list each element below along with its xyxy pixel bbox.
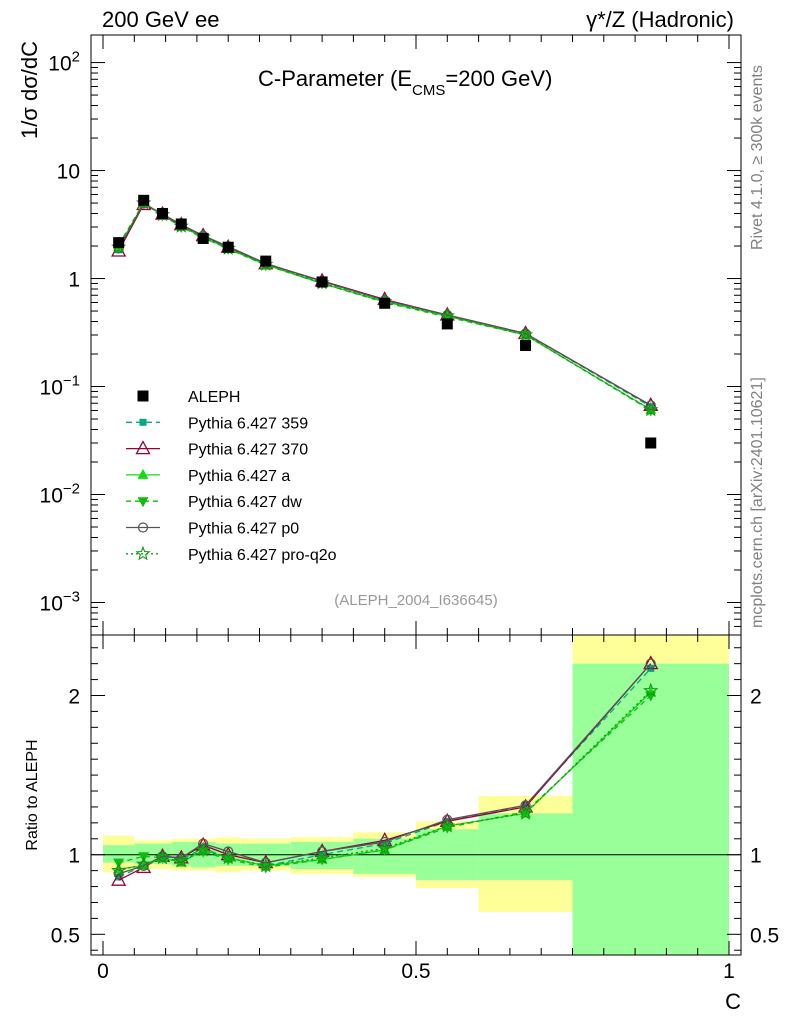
ratio-plot-panel: 0.5 0.5 1 1 2 2 0 0.5 1 Ratio to ALEPH C <box>24 634 779 1014</box>
x-tick-label: 0.5 <box>401 960 430 983</box>
legend-label-0: ALEPH <box>188 389 240 406</box>
main-series-line-3 <box>118 201 652 412</box>
chart-title: C-Parameter (ECMS=200 GeV) <box>258 66 552 99</box>
main-y-tick-label: 10−2 <box>40 481 80 508</box>
process-label: γ*/Z (Hadronic) <box>586 7 734 32</box>
legend-label-1: Pythia 6.427 359 <box>188 415 308 432</box>
main-series-point-5 <box>643 401 659 417</box>
ratio-series-point-5 <box>517 805 534 820</box>
main-y-tick-label: 1 <box>68 269 80 292</box>
ratio-series-point-0 <box>115 873 123 881</box>
main-y-tick-label: 10 <box>57 161 80 184</box>
ratio-series-point-1 <box>111 871 127 886</box>
ratio-series-point-5 <box>111 862 127 878</box>
main-y-tick-label: 10−3 <box>40 588 80 615</box>
ratio-series-point-5 <box>173 853 189 868</box>
ratio-series-point-5 <box>314 849 330 865</box>
legend-marker-3 <box>137 468 149 479</box>
ratio-y-tick-label-left: 1 <box>68 845 80 868</box>
ratio-series-point-4 <box>442 814 453 825</box>
legend-marker-0 <box>137 390 149 402</box>
aleph-data-point <box>379 297 391 309</box>
ratio-uncertainty-band-inner <box>103 845 135 863</box>
ratio-y-tick-label-right: 0.5 <box>750 924 779 947</box>
ratio-series-point-4 <box>520 800 531 811</box>
ratio-y-tick-label-right: 2 <box>750 685 762 708</box>
mcplots-reference-label: mcplots.cern.ch [arXiv:2401.10621] <box>749 377 766 628</box>
legend-label-3: Pythia 6.427 a <box>188 468 290 485</box>
main-plot-panel: 10−3 10−2 10−1 1 10 102 1/σ dσ/dC C-Parameter… <box>17 34 742 636</box>
ratio-series-point-4 <box>317 846 328 857</box>
ratio-y-tick-label-left: 2 <box>68 685 80 708</box>
x-axis-label: C <box>725 989 741 1014</box>
aleph-data-point <box>156 208 168 220</box>
aleph-data-point <box>222 241 234 253</box>
ratio-y-tick-label-left: 0.5 <box>51 924 80 947</box>
legend-marker-5 <box>137 522 149 533</box>
main-y-tick-label: 102 <box>48 49 80 76</box>
ratio-series-point-4 <box>198 838 209 849</box>
ratio-series-line-3 <box>118 695 652 869</box>
ratio-uncertainty-band-inner <box>478 813 573 881</box>
ratio-series-point-5 <box>136 856 152 871</box>
aleph-data-point <box>260 255 272 267</box>
ratio-series-point-5 <box>439 817 455 833</box>
x-tick-label: 1 <box>723 960 735 983</box>
aleph-data-point <box>520 339 532 351</box>
rivet-version-label: Rivet 4.1.0, ≥ 300k events <box>749 65 766 250</box>
ratio-series-point-5 <box>258 857 274 873</box>
ratio-series-point-5 <box>643 682 659 698</box>
legend-label-4: Pythia 6.427 dw <box>188 494 302 511</box>
legend-marker-4 <box>137 497 149 508</box>
ratio-series-point-0 <box>381 840 389 848</box>
aleph-data-point <box>138 194 150 206</box>
ratio-series-point-5 <box>220 849 236 865</box>
aleph-data-point <box>197 232 209 244</box>
legend-label-5: Pythia 6.427 p0 <box>188 521 299 538</box>
aleph-data-point <box>645 437 657 449</box>
ratio-series-point-5 <box>377 840 393 855</box>
legend: ALEPH Pythia 6.427 359 Pythia 6.427 370 Pyt… <box>126 389 337 564</box>
main-y-tick-label: 10−1 <box>40 373 80 400</box>
aleph-data-point <box>175 218 187 230</box>
ratio-y-axis-label: Ratio to ALEPH <box>24 739 41 850</box>
ratio-series-point-4 <box>223 846 234 857</box>
aleph-data-point <box>113 237 125 249</box>
ratio-uncertainty-band-inner <box>572 663 729 955</box>
aleph-data-point <box>316 276 328 288</box>
ratio-series-point-5 <box>195 841 211 857</box>
ratio-series-point-5 <box>154 849 171 865</box>
legend-label-6: Pythia 6.427 pro-q2o <box>188 547 337 564</box>
legend-marker-1 <box>139 418 147 426</box>
legend-marker-2 <box>135 440 151 455</box>
main-plot-frame <box>90 34 742 636</box>
ratio-series-point-4 <box>113 868 124 879</box>
aleph-data-point <box>441 318 453 330</box>
legend-marker-6 <box>135 545 151 561</box>
main-series-point-4 <box>645 400 656 411</box>
x-tick-label: 0 <box>97 960 109 983</box>
ratio-y-tick-label-right: 1 <box>750 845 762 868</box>
analysis-watermark: (ALEPH_2004_I636645) <box>334 592 497 609</box>
legend-label-2: Pythia 6.427 370 <box>188 442 308 459</box>
main-y-axis-label: 1/σ dσ/dC <box>17 41 42 139</box>
ratio-series-point-4 <box>379 836 390 848</box>
energy-label: 200 GeV ee <box>102 7 219 32</box>
main-series-point-5 <box>517 326 534 342</box>
ratio-series-point-4 <box>645 658 656 669</box>
